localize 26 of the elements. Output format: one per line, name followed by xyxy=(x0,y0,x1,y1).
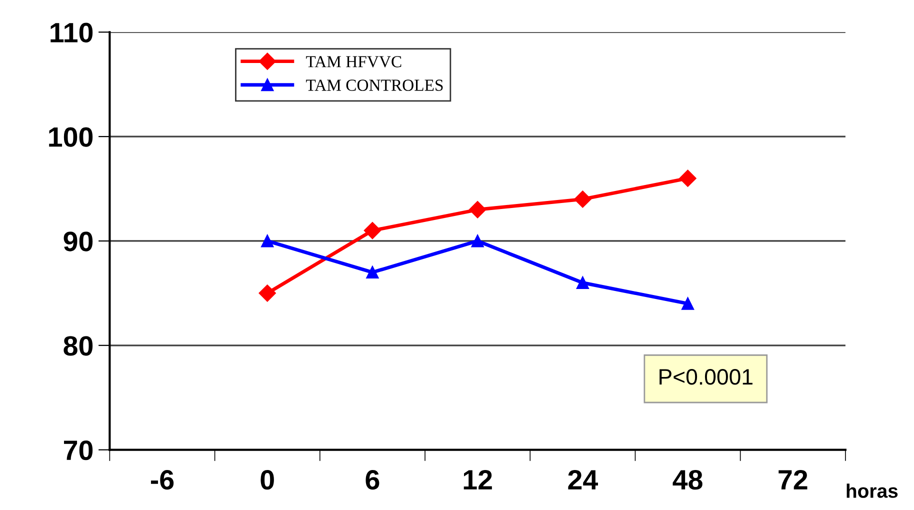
point xyxy=(366,266,379,279)
x-tick-label: 6 xyxy=(366,470,380,490)
point xyxy=(682,297,694,310)
point xyxy=(469,201,486,218)
x-tick-label: 0 xyxy=(260,470,274,490)
x-tick-label: 48 xyxy=(672,470,702,490)
point xyxy=(258,284,276,302)
x-tick-label: 12 xyxy=(464,470,492,490)
y-tick-label: 80 xyxy=(64,336,93,356)
x-tick-label: 72 xyxy=(778,470,808,490)
point xyxy=(261,234,274,248)
point xyxy=(471,234,484,248)
x-tick-label: 24 xyxy=(568,470,598,490)
legend-label: TAM CONTROLES xyxy=(306,80,443,91)
y-tick-label: 90 xyxy=(64,232,93,252)
point xyxy=(576,276,589,289)
point xyxy=(574,190,592,208)
point xyxy=(364,222,382,240)
x-tick-label: -6 xyxy=(150,470,174,490)
y-tick-label: 110 xyxy=(50,22,93,42)
annotation: P<0.0001 xyxy=(660,369,752,385)
x-axis-title: horas xyxy=(846,484,898,498)
y-tick-label: 100 xyxy=(49,127,93,147)
y-tick-label: 70 xyxy=(64,440,93,460)
point xyxy=(679,170,696,187)
legend-label: TAM HFVVC xyxy=(306,56,402,68)
